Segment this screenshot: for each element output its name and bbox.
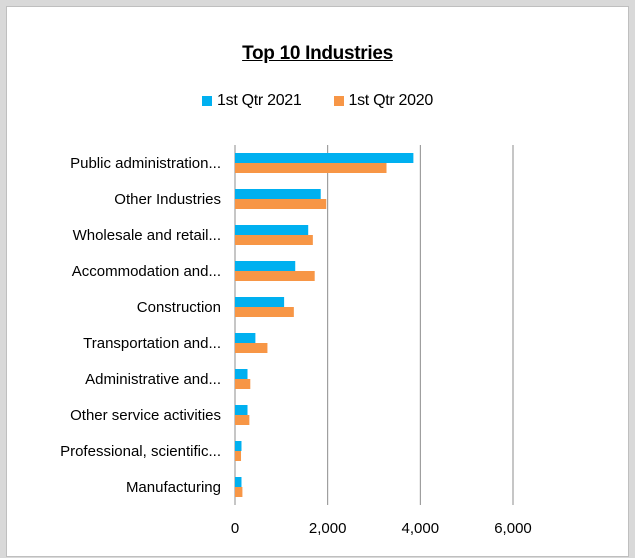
category-label: Transportation and... xyxy=(83,335,221,352)
bar-2020-9 xyxy=(235,487,243,497)
category-label: Wholesale and retail... xyxy=(73,227,221,244)
legend-label-2021: 1st Qtr 2021 xyxy=(217,92,302,109)
category-label: Other Industries xyxy=(114,191,221,208)
bar-2021-2 xyxy=(235,225,309,235)
legend-label-2020: 1st Qtr 2020 xyxy=(348,92,434,109)
bar-2020-0 xyxy=(235,163,387,173)
category-label: Professional, scientific... xyxy=(60,443,221,460)
bar-2020-5 xyxy=(235,343,268,353)
bar-2020-4 xyxy=(235,307,294,317)
legend-swatch-2020 xyxy=(333,96,344,106)
x-tick-label: 6,000 xyxy=(494,520,532,537)
bar-2021-6 xyxy=(235,369,248,379)
bar-2020-2 xyxy=(235,235,313,245)
legend-swatch-2021 xyxy=(202,96,213,106)
bar-plot: Public administration... Other Industries… xyxy=(60,145,532,537)
category-label: Public administration... xyxy=(70,155,221,172)
category-label: Other service activities xyxy=(70,407,221,424)
x-tick-label: 0 xyxy=(231,520,239,537)
chart-title: Top 10 Industries xyxy=(242,43,393,64)
bar-2021-4 xyxy=(235,297,285,307)
legend-item-2021: 1st Qtr 2021 xyxy=(202,92,302,110)
chart-legend: 1st Qtr 2021 1st Qtr 2020 xyxy=(7,92,628,110)
bar-2021-0 xyxy=(235,153,414,163)
bar-2020-3 xyxy=(235,271,315,281)
bar-2021-7 xyxy=(235,405,248,415)
chart-frame: Top 10 Industries 1st Qtr 2021 1st Qtr 2… xyxy=(0,6,635,557)
bar-2021-9 xyxy=(235,477,242,487)
bar-2020-8 xyxy=(235,451,242,461)
bar-2021-3 xyxy=(235,261,296,271)
bar-2021-5 xyxy=(235,333,256,343)
x-tick-label: 4,000 xyxy=(402,520,440,537)
category-label: Accommodation and... xyxy=(72,263,221,280)
category-label: Construction xyxy=(137,299,221,316)
bar-2020-7 xyxy=(235,415,250,425)
bar-2020-1 xyxy=(235,199,327,209)
x-tick-label: 2,000 xyxy=(309,520,347,537)
chart-area: Top 10 Industries 1st Qtr 2021 1st Qtr 2… xyxy=(6,6,629,557)
legend-item-2020: 1st Qtr 2020 xyxy=(333,92,434,110)
bar-2021-8 xyxy=(235,441,242,451)
bar-2021-1 xyxy=(235,189,321,199)
category-label: Manufacturing xyxy=(126,479,221,496)
category-label: Administrative and... xyxy=(85,371,221,388)
bar-2020-6 xyxy=(235,379,251,389)
